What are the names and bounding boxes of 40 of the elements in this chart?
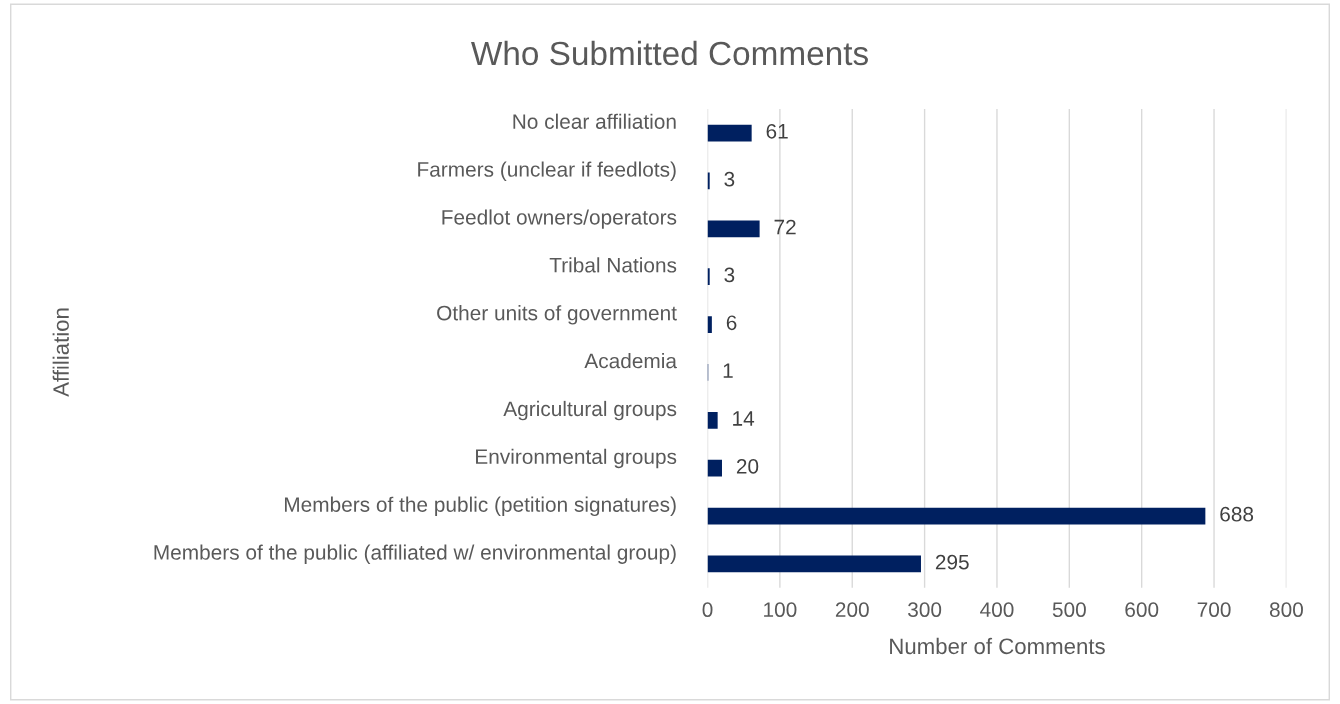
x-tick-label: 0 — [702, 602, 713, 618]
y-tick-label: Farmers (unclear if feedlots) — [418, 161, 676, 181]
y-tick-label: Tribal Nations — [549, 257, 677, 273]
y-tick-label: Members of the public (affiliated w/ environmental group) — [154, 544, 676, 564]
y-tick-label: Agricultural groups — [503, 400, 677, 421]
x-tick-label: 800 — [1269, 602, 1303, 618]
data-label: 14 — [733, 411, 755, 426]
x-tick-label: 700 — [1197, 602, 1231, 618]
data-label: 20 — [736, 459, 759, 474]
x-tick-label: 300 — [908, 602, 942, 618]
y-tick-label: No clear affiliation — [513, 113, 676, 129]
bar — [707, 459, 722, 477]
data-label: 3 — [724, 171, 735, 187]
y-tick-label: Academia — [584, 353, 677, 369]
y-axis-title: Affiliation — [52, 308, 69, 397]
x-tick-label: 600 — [1125, 602, 1159, 618]
y-tick-label: Environmental groups — [476, 448, 677, 469]
y-tick-label: Members of the public (petition signatures) — [285, 496, 676, 517]
x-axis-title: Number of Comments — [890, 637, 1105, 655]
bar — [707, 268, 710, 286]
x-tick-label: 200 — [835, 602, 869, 618]
data-label: 688 — [1220, 506, 1254, 522]
x-tick-label: 100 — [764, 602, 797, 618]
y-tick-label: Other units of government — [437, 305, 677, 325]
bar — [707, 316, 712, 333]
data-label: 61 — [766, 123, 788, 139]
data-label: 6 — [726, 315, 737, 331]
y-tick-label: Feedlot owners/operators — [442, 209, 677, 229]
bar — [707, 555, 921, 573]
x-tick-label: 500 — [1052, 602, 1086, 618]
data-label: 72 — [774, 219, 796, 235]
bar — [707, 411, 718, 429]
bar — [707, 124, 752, 142]
x-tick-label: 400 — [980, 602, 1014, 618]
bar — [707, 220, 760, 238]
data-label: 3 — [724, 267, 735, 283]
bar — [707, 507, 1206, 525]
data-label: 1 — [723, 363, 733, 378]
chart-title: Who Submitted Comments — [471, 40, 868, 66]
data-label: 295 — [935, 554, 969, 570]
